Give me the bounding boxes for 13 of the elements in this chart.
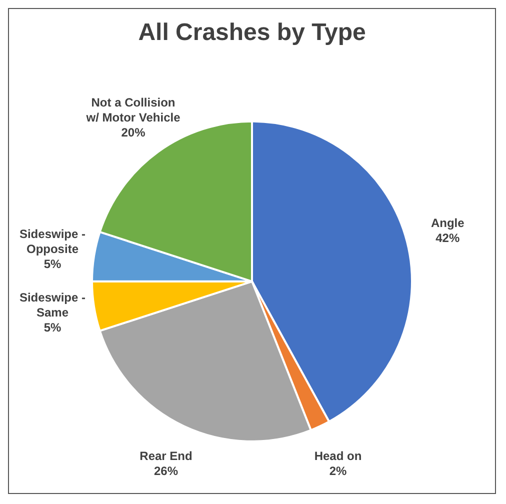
slice-label: Sideswipe - Same [19,290,86,320]
slice-label: Not a Collision w/ Motor Vehicle [85,95,181,124]
slice-label: Rear End [140,448,192,463]
slice-label: Head on [314,448,362,463]
data-label: 2% [329,464,348,478]
data-label: 20% [121,125,146,140]
data-label: 42% [436,230,460,245]
data-label: 26% [154,464,178,478]
data-label: 5% [44,320,62,334]
slice-label: Angle [430,216,465,230]
slice-label: Sideswipe - Opposite [19,227,86,256]
data-label: 5% [44,257,62,272]
chart-title: All Crashes by Type [138,19,366,46]
